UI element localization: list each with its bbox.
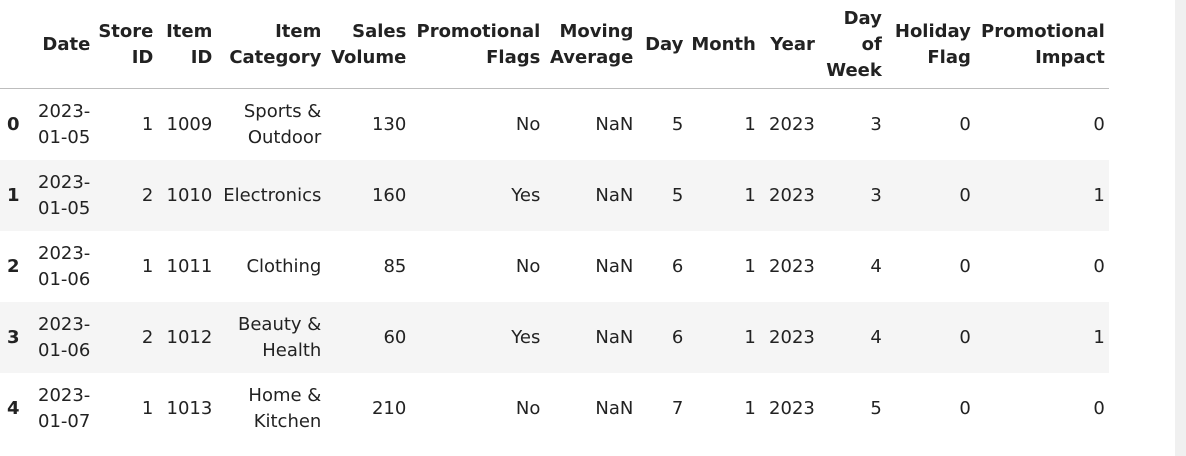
cell-store-id: 1 bbox=[141, 397, 154, 419]
cell-promotional-flags: Yes bbox=[511, 326, 541, 348]
row-index: 3 bbox=[7, 326, 20, 348]
cell-item-category: Beauty & Health bbox=[238, 313, 322, 361]
table-row: 0 2023-01-05 1 1009 Sports & Outdoor 130… bbox=[0, 89, 1109, 161]
row-index: 1 bbox=[7, 184, 20, 206]
cell-date: 2023-01-07 bbox=[38, 384, 91, 432]
column-header: Day bbox=[637, 0, 688, 89]
cell-item-id: 1012 bbox=[166, 326, 213, 348]
table-body: 0 2023-01-05 1 1009 Sports & Outdoor 130… bbox=[0, 89, 1109, 445]
table-header: Date Store ID Item ID Item Category Sale… bbox=[0, 0, 1109, 89]
column-header: Sales Volume bbox=[325, 0, 411, 89]
cell-sales-volume: 130 bbox=[371, 113, 407, 135]
cell-moving-average: NaN bbox=[595, 326, 634, 348]
cell-holiday-flag: 0 bbox=[959, 397, 971, 419]
cell-day-of-week: 3 bbox=[870, 184, 882, 206]
column-header: Promotional Flags bbox=[410, 0, 545, 89]
cell-item-id: 1013 bbox=[166, 397, 213, 419]
cell-month: 1 bbox=[744, 184, 756, 206]
dataframe-table: Date Store ID Item ID Item Category Sale… bbox=[0, 0, 1109, 445]
column-header: Month bbox=[687, 0, 760, 89]
cell-store-id: 2 bbox=[141, 326, 154, 348]
cell-holiday-flag: 0 bbox=[959, 326, 971, 348]
cell-item-id: 1009 bbox=[166, 113, 213, 135]
table-row: 1 2023-01-05 2 1010 Electronics 160 Yes … bbox=[0, 160, 1109, 231]
cell-moving-average: NaN bbox=[595, 113, 634, 135]
cell-year: 2023 bbox=[769, 184, 815, 206]
cell-sales-volume: 160 bbox=[371, 184, 407, 206]
cell-item-category: Sports & Outdoor bbox=[243, 100, 322, 148]
cell-item-category: Electronics bbox=[223, 184, 322, 206]
cell-promotional-impact: 0 bbox=[1093, 113, 1105, 135]
cell-date: 2023-01-05 bbox=[38, 100, 91, 148]
header-row: Date Store ID Item ID Item Category Sale… bbox=[0, 0, 1109, 89]
cell-moving-average: NaN bbox=[595, 255, 634, 277]
cell-day-of-week: 4 bbox=[870, 326, 882, 348]
cell-item-id: 1010 bbox=[166, 184, 213, 206]
cell-date: 2023-01-06 bbox=[38, 313, 91, 361]
column-header: Item Category bbox=[216, 0, 326, 89]
cell-month: 1 bbox=[744, 113, 756, 135]
column-header: Promotional Impact bbox=[974, 0, 1109, 89]
cell-store-id: 1 bbox=[141, 255, 154, 277]
cell-promotional-flags: No bbox=[515, 397, 541, 419]
row-index: 0 bbox=[7, 113, 20, 135]
cell-promotional-impact: 1 bbox=[1093, 184, 1105, 206]
cell-holiday-flag: 0 bbox=[959, 184, 971, 206]
cell-item-category: Clothing bbox=[246, 255, 322, 277]
cell-day: 6 bbox=[671, 255, 684, 277]
cell-day: 7 bbox=[671, 397, 684, 419]
cell-store-id: 1 bbox=[141, 113, 154, 135]
cell-day-of-week: 4 bbox=[870, 255, 882, 277]
cell-sales-volume: 85 bbox=[383, 255, 407, 277]
table-row: 2 2023-01-06 1 1011 Clothing 85 No NaN 6… bbox=[0, 231, 1109, 302]
row-index: 4 bbox=[7, 397, 20, 419]
cell-promotional-impact: 0 bbox=[1093, 397, 1105, 419]
cell-date: 2023-01-06 bbox=[38, 242, 91, 290]
cell-day-of-week: 3 bbox=[870, 113, 882, 135]
cell-year: 2023 bbox=[769, 397, 815, 419]
cell-month: 1 bbox=[744, 255, 756, 277]
column-header: Day of Week bbox=[818, 0, 886, 89]
scrollbar-track[interactable] bbox=[1175, 0, 1186, 456]
cell-month: 1 bbox=[744, 397, 756, 419]
cell-year: 2023 bbox=[769, 255, 815, 277]
cell-holiday-flag: 0 bbox=[959, 255, 971, 277]
cell-day-of-week: 5 bbox=[870, 397, 882, 419]
table-row: 4 2023-01-07 1 1013 Home & Kitchen 210 N… bbox=[0, 373, 1109, 444]
cell-promotional-impact: 1 bbox=[1093, 326, 1105, 348]
cell-promotional-flags: No bbox=[515, 255, 541, 277]
cell-day: 5 bbox=[671, 113, 684, 135]
cell-year: 2023 bbox=[769, 326, 815, 348]
cell-day: 6 bbox=[671, 326, 684, 348]
cell-month: 1 bbox=[744, 326, 756, 348]
column-header: Holiday Flag bbox=[885, 0, 975, 89]
cell-store-id: 2 bbox=[141, 184, 154, 206]
cell-promotional-impact: 0 bbox=[1093, 255, 1105, 277]
column-header: Year bbox=[759, 0, 819, 89]
cell-day: 5 bbox=[671, 184, 684, 206]
cell-item-id: 1011 bbox=[166, 255, 213, 277]
cell-year: 2023 bbox=[769, 113, 815, 135]
cell-holiday-flag: 0 bbox=[959, 113, 971, 135]
cell-promotional-flags: No bbox=[515, 113, 541, 135]
column-header: Date bbox=[34, 0, 95, 89]
cell-moving-average: NaN bbox=[595, 397, 634, 419]
cell-sales-volume: 210 bbox=[371, 397, 407, 419]
table-row: 3 2023-01-06 2 1012 Beauty & Health 60 Y… bbox=[0, 302, 1109, 373]
cell-sales-volume: 60 bbox=[383, 326, 407, 348]
row-index: 2 bbox=[7, 255, 20, 277]
index-header bbox=[0, 0, 34, 89]
cell-item-category: Home & Kitchen bbox=[248, 384, 322, 432]
cell-promotional-flags: Yes bbox=[511, 184, 541, 206]
column-header: Store ID bbox=[94, 0, 158, 89]
column-header: Moving Average bbox=[544, 0, 638, 89]
cell-moving-average: NaN bbox=[595, 184, 634, 206]
column-header: Item ID bbox=[157, 0, 217, 89]
cell-date: 2023-01-05 bbox=[38, 171, 91, 219]
